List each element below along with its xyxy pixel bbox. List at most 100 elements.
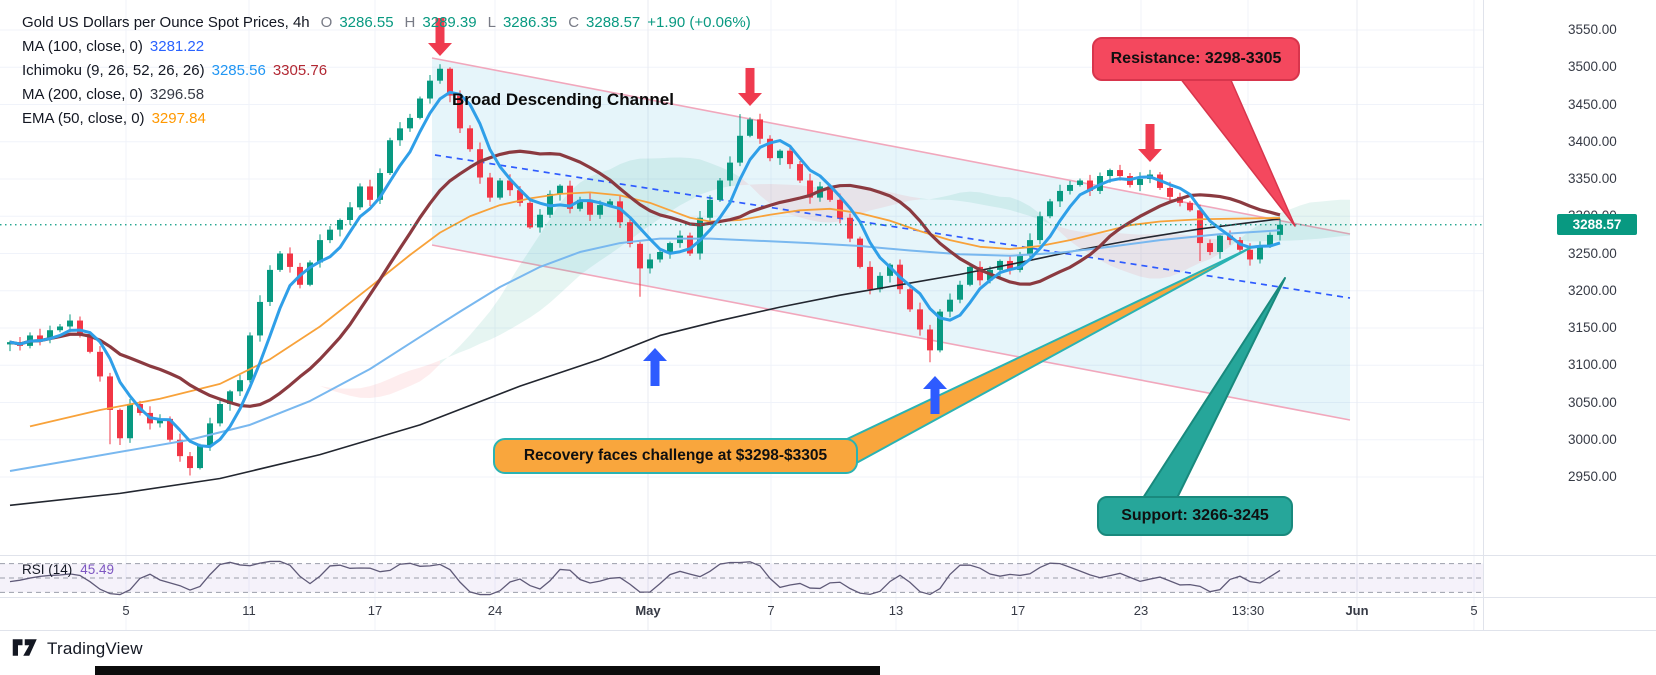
ohlc-value: 3288.57 [586, 13, 641, 31]
up-arrow-marker[interactable] [923, 376, 947, 414]
ichimoku-cloud [280, 369, 290, 374]
price-tick-label: 3550.00 [1568, 22, 1617, 37]
ichimoku-cloud [1110, 232, 1120, 270]
price-tick-label: 3450.00 [1568, 96, 1617, 112]
chart-legend[interactable]: Gold US Dollars per Ounce Spot Prices, 4… [22, 10, 751, 130]
date-tick-label: 17 [367, 603, 383, 618]
date-tick-label: 13:30 [1231, 603, 1265, 618]
date-tick-label: Jun [1345, 603, 1369, 618]
indicator-name: EMA (50, close, 0) [22, 109, 145, 127]
price-tick-label: 3200.00 [1568, 282, 1617, 298]
ichimoku-cloud [200, 334, 210, 337]
indicator-legend-row[interactable]: EMA (50, close, 0) 3297.84 [22, 106, 751, 130]
tradingview-logo-text: TradingView [47, 639, 143, 658]
support-callout[interactable]: Support: 3266-3245 [1097, 496, 1293, 536]
ohlc-key: H [404, 13, 416, 31]
ichimoku-cloud [1300, 202, 1310, 241]
ichimoku-cloud [680, 157, 690, 206]
ichimoku-cloud [660, 157, 670, 219]
ichimoku-cloud [310, 382, 320, 386]
ichimoku-cloud [740, 177, 750, 186]
ichimoku-cloud [1120, 233, 1130, 274]
ichimoku-cloud [960, 191, 970, 203]
price-tick-label: 2950.00 [1568, 469, 1617, 484]
symbol-legend-row[interactable]: Gold US Dollars per Ounce Spot Prices, 4… [22, 10, 751, 34]
ichimoku-cloud [1170, 234, 1180, 277]
ichimoku-cloud [760, 184, 770, 204]
price-tick-label: 3100.00 [1568, 357, 1617, 373]
ichimoku-cloud [1290, 205, 1300, 241]
tradingview-logo-icon [12, 639, 37, 656]
ichimoku-kijun-line [9, 149, 1281, 408]
up-arrow-marker[interactable] [643, 348, 667, 386]
resistance-callout[interactable]: Resistance: 3298-3305 [1092, 37, 1300, 81]
ichimoku-cloud [510, 264, 520, 330]
ichimoku-cloud [690, 157, 700, 200]
rsi-label: RSI (14) [22, 562, 73, 577]
indicator-value: 3297.84 [151, 109, 206, 127]
ma100-line [9, 229, 1281, 473]
ichimoku-cloud [910, 196, 920, 201]
ichimoku-cloud [920, 198, 930, 200]
indicator-legend-row[interactable]: MA (100, close, 0) 3281.22 [22, 34, 751, 58]
price-tick-label: 3500.00 [1568, 59, 1617, 75]
down-arrow-marker[interactable] [738, 68, 762, 106]
ichimoku-cloud [980, 192, 990, 207]
ichimoku-cloud [140, 341, 150, 345]
down-arrow-marker[interactable] [428, 18, 452, 56]
channel-annotation-label[interactable]: Broad Descending Channel [452, 90, 674, 109]
price-tick-label: 3400.00 [1568, 133, 1617, 149]
ohlc-key: L [487, 13, 496, 31]
price-tick-label: 3050.00 [1568, 394, 1617, 410]
ichimoku-cloud [640, 158, 650, 233]
ichimoku-cloud [230, 346, 240, 355]
ichimoku-cloud [490, 297, 500, 340]
price-tick-label: 3250.00 [1568, 245, 1617, 261]
date-tick-label: May [635, 603, 661, 618]
ichimoku-cloud [500, 280, 510, 335]
indicator-value: 3296.58 [149, 85, 205, 103]
bottom-black-bar [95, 666, 880, 675]
ichimoku-cloud [530, 234, 540, 318]
ichimoku-cloud [470, 323, 480, 349]
ichimoku-cloud [670, 157, 680, 212]
ichimoku-cloud [870, 188, 880, 211]
indicator-value: 3285.56 [211, 61, 266, 79]
ichimoku-cloud [210, 336, 220, 341]
rsi-value: 45.49 [80, 562, 115, 577]
ichimoku-cloud [1140, 234, 1150, 279]
rsi-legend[interactable]: RSI (14) 45.49 [22, 562, 114, 577]
price-tick-label: 3000.00 [1568, 431, 1617, 447]
down-arrow-marker[interactable] [1138, 124, 1162, 162]
ichimoku-cloud [420, 364, 430, 382]
date-tick-label: 5 [122, 603, 130, 618]
indicator-name: Ichimoku (9, 26, 52, 26, 26) [22, 61, 205, 79]
ichimoku-cloud [560, 191, 570, 294]
ichimoku-cloud [520, 249, 530, 324]
ichimoku-cloud [1310, 201, 1320, 240]
descending-channel-fill [432, 58, 1350, 420]
channel-bottom-line [431, 244, 1351, 421]
date-tick-label: 17 [1010, 603, 1026, 618]
ichimoku-cloud [970, 191, 980, 205]
footer-branding[interactable]: TradingView [12, 638, 143, 660]
date-tick-label: 13 [888, 603, 904, 618]
ichimoku-cloud [360, 386, 370, 399]
recovery-callout[interactable]: Recovery faces challenge at $3298-$3305 [493, 438, 858, 474]
ma200-line [9, 217, 1281, 507]
last-price-badge: 3288.57 [1557, 214, 1637, 236]
ichimoku-cloud [1230, 238, 1240, 247]
indicator-legend-row[interactable]: MA (200, close, 0) 3296.58 [22, 82, 751, 106]
ichimoku-cloud [1060, 226, 1070, 241]
symbol-title: Gold US Dollars per Ounce Spot Prices, 4… [22, 13, 310, 31]
indicator-legend-row[interactable]: Ichimoku (9, 26, 52, 26, 26) 3285.56 3305.… [22, 58, 751, 82]
date-tick-label: 7 [767, 603, 775, 618]
ichimoku-cloud [940, 195, 950, 200]
ohlc-value: 3286.55 [339, 13, 394, 31]
ichimoku-cloud [1020, 200, 1030, 216]
ichimoku-cloud [930, 197, 940, 200]
ichimoku-cloud [170, 336, 180, 339]
ichimoku-cloud [1180, 234, 1190, 273]
ichimoku-cloud [600, 169, 610, 261]
